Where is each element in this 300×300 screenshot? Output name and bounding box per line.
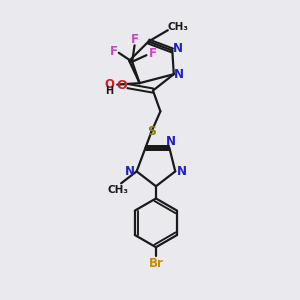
Text: N: N xyxy=(177,165,187,178)
Text: CH₃: CH₃ xyxy=(168,22,189,32)
Text: F: F xyxy=(148,47,156,60)
Text: N: N xyxy=(174,68,184,81)
Text: N: N xyxy=(125,165,135,178)
Text: H: H xyxy=(105,86,113,96)
Text: Br: Br xyxy=(148,257,164,270)
Text: F: F xyxy=(130,33,139,46)
Text: N: N xyxy=(172,42,183,56)
Text: CH₃: CH₃ xyxy=(107,185,128,195)
Text: F: F xyxy=(110,45,117,58)
Text: O: O xyxy=(116,79,127,92)
Text: N: N xyxy=(166,135,176,148)
Text: O: O xyxy=(104,77,114,91)
Text: S: S xyxy=(148,125,157,138)
